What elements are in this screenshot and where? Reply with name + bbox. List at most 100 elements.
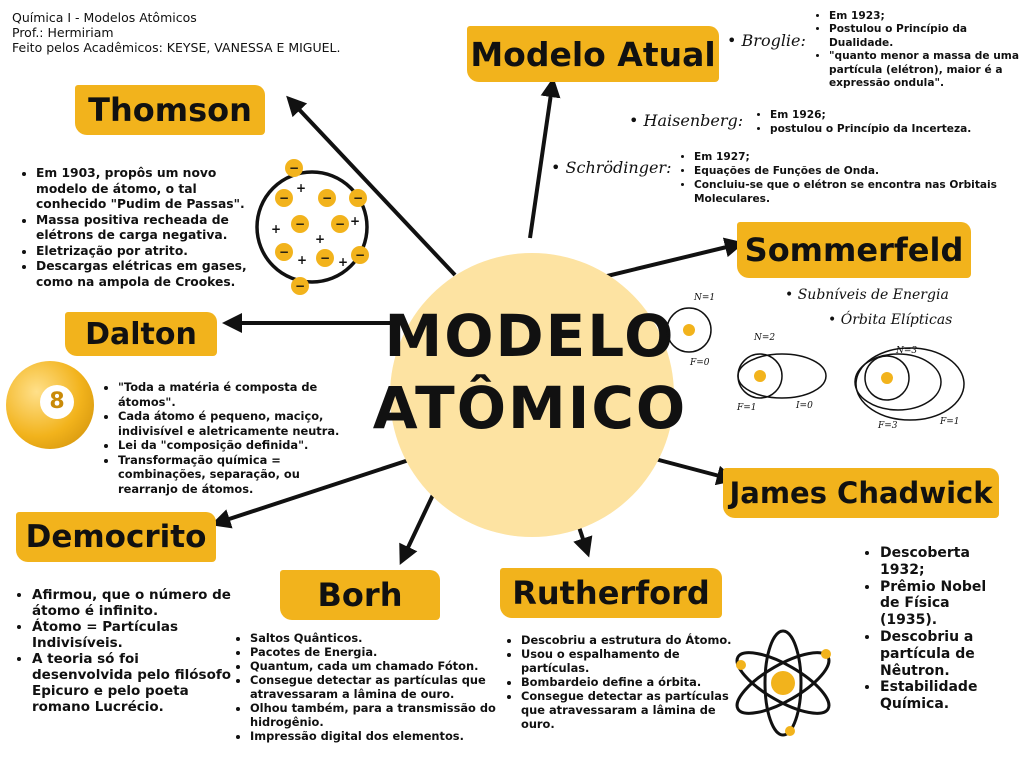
- plus-charge: +: [297, 253, 307, 267]
- dalton-ball-icon: 8: [6, 361, 94, 449]
- list-item: Estabilidade Química.: [880, 679, 998, 713]
- minus-charge: −: [295, 279, 305, 293]
- democrito-title: Democrito: [25, 519, 207, 555]
- borh-title: Borh: [317, 576, 403, 614]
- list-item: Descargas elétricas em gases, como na am…: [36, 259, 266, 290]
- plus-charge: +: [315, 232, 325, 246]
- label-f3: F=3: [877, 421, 898, 431]
- list-item: Descobriu a partícula de Nêutron.: [880, 629, 998, 679]
- list-item: Concluiu-se que o elétron se encontra na…: [694, 178, 1024, 206]
- list-item: "quanto menor a massa de uma partícula (…: [829, 50, 1024, 90]
- schrodinger-name: • Schrödinger:: [551, 158, 672, 177]
- borh-list: Saltos Quânticos. Pacotes de Energia. Qu…: [236, 631, 500, 743]
- minus-charge: −: [295, 217, 305, 231]
- minus-charge: −: [355, 248, 365, 262]
- minus-charge: −: [279, 191, 289, 205]
- plus-charge: +: [350, 214, 360, 228]
- center-title-line1: MODELO: [384, 302, 676, 370]
- list-item: Massa positiva recheada de elétrons de c…: [36, 213, 266, 244]
- chadwick-title: James Chadwick: [729, 476, 993, 510]
- thomson-banner: Thomson: [75, 85, 265, 135]
- list-item: Bombardeio define a órbita.: [521, 675, 743, 689]
- minus-charge: −: [322, 191, 332, 205]
- rutherford-banner: Rutherford: [500, 568, 722, 618]
- arrow-modelo-atual: [528, 77, 561, 239]
- democrito-list: Afirmou, que o número de átomo é infinit…: [18, 587, 242, 715]
- plus-charge: +: [338, 255, 348, 269]
- plus-charge: +: [296, 181, 306, 195]
- minus-charge: −: [289, 161, 299, 175]
- list-item: Transformação química = combinações, sep…: [118, 453, 346, 497]
- chadwick-list: Descoberta 1932; Prêmio Nobel de Física …: [866, 545, 998, 713]
- thomson-list: Em 1903, propôs um novo modelo de átomo,…: [22, 166, 266, 290]
- list-item: Equações de Funções de Onda.: [694, 164, 1024, 178]
- borh-banner: Borh: [280, 570, 440, 620]
- broglie-list: Em 1923; Postulou o Princípio da Dualida…: [815, 10, 1024, 90]
- list-item: Em 1923;: [829, 10, 1024, 23]
- list-item: Em 1926;: [770, 108, 1000, 122]
- list-item: Usou o espalhamento de partículas.: [521, 647, 743, 675]
- sommerfeld-note-1: • Subníveis de Energia: [785, 287, 949, 303]
- list-item: "Toda a matéria é composta de átomos".: [118, 380, 346, 409]
- label-i0: I=0: [795, 401, 813, 411]
- list-item: Olhou também, para a transmissão do hidr…: [250, 701, 500, 729]
- label-f0: F=0: [689, 358, 710, 368]
- modelo-atual-banner: Modelo Atual: [467, 26, 719, 82]
- list-item: Eletrização por atrito.: [36, 244, 266, 260]
- center-circle: [390, 253, 674, 537]
- ball-number-disk: 8: [40, 385, 74, 419]
- list-item: Pacotes de Energia.: [250, 645, 500, 659]
- sommerfeld-banner: Sommerfeld: [737, 222, 971, 278]
- course-line: Química I - Modelos Atômicos: [12, 10, 197, 25]
- list-item: Consegue detectar as partículas que atra…: [521, 689, 743, 731]
- list-item: Afirmou, que o número de átomo é infinit…: [32, 587, 242, 619]
- center-title-line2: ATÔMICO: [372, 374, 688, 442]
- list-item: Átomo = Partículas Indivisíveis.: [32, 619, 242, 651]
- list-item: postulou o Princípio da Incerteza.: [770, 122, 1000, 136]
- modelo-atual-title: Modelo Atual: [470, 34, 716, 74]
- professor-line: Prof.: Hermiriam: [12, 25, 114, 40]
- thomson-title: Thomson: [88, 91, 252, 129]
- democrito-banner: Democrito: [16, 512, 216, 562]
- header: Química I - Modelos Atômicos Prof.: Herm…: [12, 10, 340, 55]
- dalton-list: "Toda a matéria é composta de átomos". C…: [104, 380, 346, 496]
- dalton-banner: Dalton: [65, 312, 217, 356]
- list-item: Descoberta 1932;: [880, 545, 998, 579]
- ball-number: 8: [49, 389, 65, 414]
- broglie-name: • Broglie:: [727, 31, 806, 50]
- list-item: Lei da "composição definida".: [118, 438, 346, 453]
- center-title: MODELO ATÔMICO: [355, 300, 705, 444]
- rutherford-list: Descobriu a estrutura do Átomo. Usou o e…: [507, 633, 743, 731]
- sommerfeld-title: Sommerfeld: [744, 231, 964, 269]
- schrodinger-list: Em 1927; Equações de Funções de Onda. Co…: [680, 150, 1024, 206]
- list-item: Cada átomo é pequeno, maciço, indivisíve…: [118, 409, 346, 438]
- list-item: Descobriu a estrutura do Átomo.: [521, 633, 743, 647]
- list-item: Saltos Quânticos.: [250, 631, 500, 645]
- arrow-thomson: [286, 95, 457, 277]
- heisenberg-list: Em 1926; postulou o Princípio da Incerte…: [756, 108, 1000, 136]
- list-item: A teoria só foi desenvolvida pelo filóso…: [32, 651, 242, 715]
- list-item: Impressão digital dos elementos.: [250, 729, 500, 743]
- minus-charge: −: [335, 217, 345, 231]
- label-f1a: F=1: [736, 403, 757, 413]
- list-item: Em 1903, propôs um novo modelo de átomo,…: [36, 166, 266, 213]
- minus-charge: −: [353, 191, 363, 205]
- plus-charge: +: [271, 222, 281, 236]
- sommerfeld-note-2: • Órbita Elípticas: [828, 312, 953, 328]
- list-item: Quantum, cada um chamado Fóton.: [250, 659, 500, 673]
- dalton-title: Dalton: [85, 316, 197, 352]
- minus-charge: −: [279, 245, 289, 259]
- minus-charge: −: [320, 251, 330, 265]
- heisenberg-name: • Haisenberg:: [629, 111, 744, 130]
- label-f1b: F=1: [939, 417, 960, 427]
- list-item: Consegue detectar as partículas que atra…: [250, 673, 500, 701]
- arrow-democrito: [210, 456, 416, 529]
- chadwick-banner: James Chadwick: [723, 468, 999, 518]
- label-n3: N=3: [895, 346, 917, 356]
- arrow-sommerfeld: [602, 237, 745, 279]
- list-item: Em 1927;: [694, 150, 1024, 164]
- label-n2: N=2: [753, 333, 775, 343]
